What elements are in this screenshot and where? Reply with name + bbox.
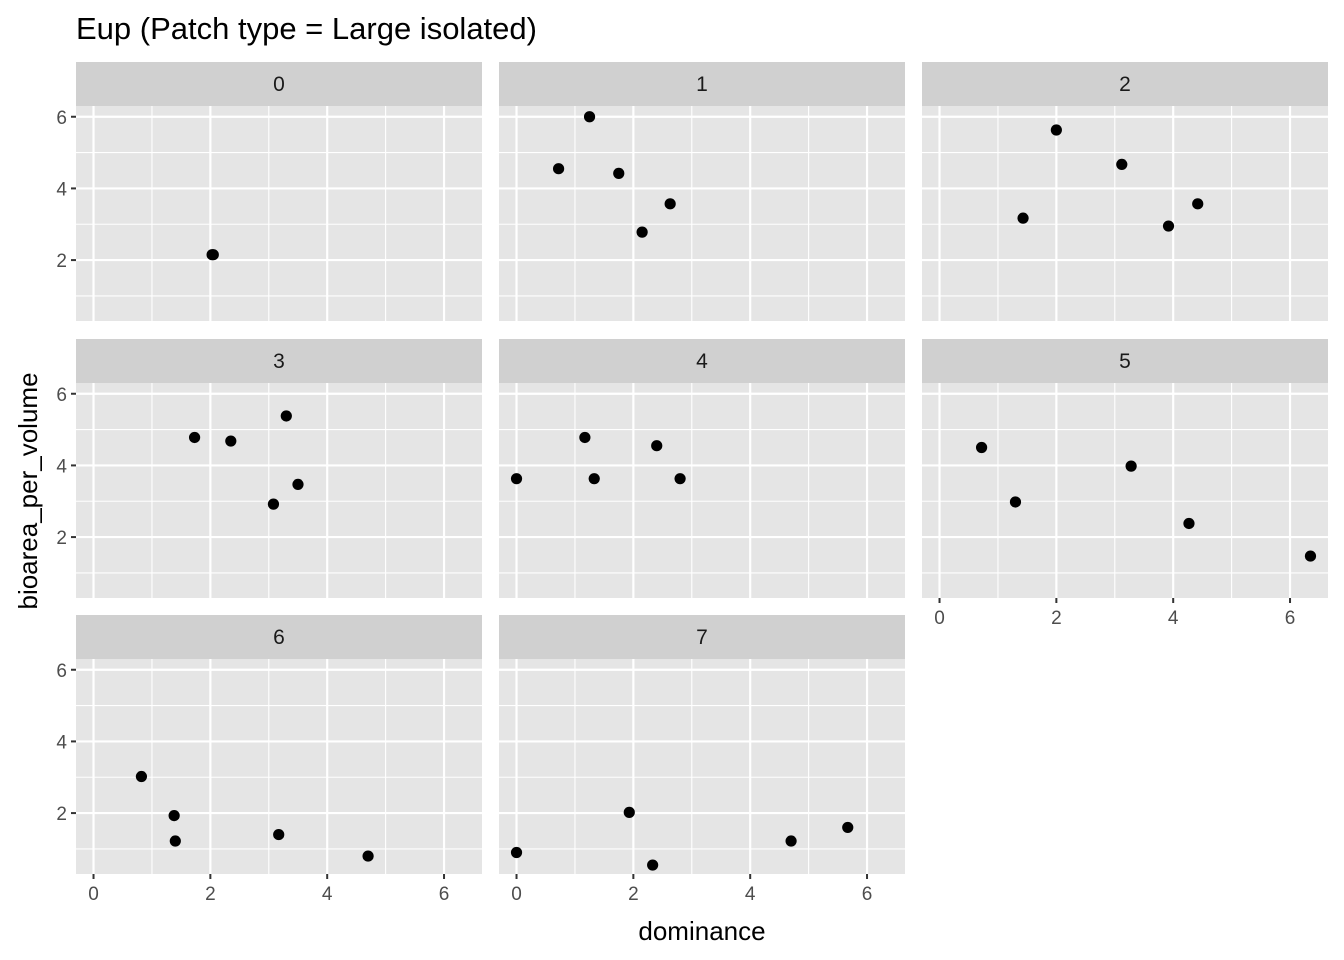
- data-point: [579, 431, 591, 444]
- chart-title: Eup (Patch type = Large isolated): [76, 11, 537, 46]
- data-point: [623, 806, 635, 818]
- facet-panel-1: 1: [499, 62, 905, 321]
- y-tick-label: 6: [56, 385, 67, 406]
- x-tick-label: 2: [1051, 608, 1062, 629]
- x-tick-label: 4: [1168, 608, 1179, 629]
- facet-panel-0: 0 2 4 6: [56, 62, 482, 321]
- facet-panel-5: 5 0 2 4 6: [922, 339, 1328, 629]
- panel-background: [76, 106, 482, 321]
- x-tick-label: 0: [511, 884, 522, 905]
- facet-strip: [922, 339, 1328, 383]
- y-tick-label: 4: [56, 179, 67, 200]
- y-tick-label: 6: [56, 661, 67, 682]
- data-point: [510, 846, 523, 859]
- data-point: [362, 850, 374, 862]
- facet-strip-label: 6: [273, 626, 285, 649]
- facet-strip-label: 0: [273, 73, 285, 96]
- x-axis-title: dominance: [638, 916, 765, 946]
- y-axis-title: bioarea_per_volume: [13, 372, 43, 609]
- facet-strip-label: 3: [273, 350, 285, 373]
- facet-panels: 0 2 4 6 1 2 3 2 4 6 4 5 0 2 4 6 6 2 4 6 0 2 4 6 7 0 2 4 6: [56, 62, 1328, 905]
- x-tick-label: 0: [934, 608, 945, 629]
- y-tick-label: 2: [56, 528, 67, 549]
- data-point: [785, 835, 797, 847]
- facet-strip-label: 7: [696, 626, 708, 649]
- data-point: [1050, 124, 1062, 136]
- y-tick-label: 2: [56, 251, 67, 272]
- facet-strip: [922, 62, 1328, 106]
- facet-panel-3: 3 2 4 6: [56, 339, 482, 598]
- data-point: [552, 163, 565, 175]
- data-point: [588, 473, 600, 485]
- data-point: [674, 473, 686, 485]
- data-point: [273, 828, 285, 841]
- data-point: [188, 431, 201, 444]
- x-tick-label: 2: [205, 884, 216, 905]
- facet-strip: [76, 62, 482, 106]
- facet-strip-label: 2: [1119, 73, 1131, 96]
- data-point: [225, 435, 237, 447]
- facet-panel-4: 4: [499, 339, 905, 598]
- x-tick-label: 2: [628, 884, 639, 905]
- data-point: [280, 410, 292, 422]
- y-tick-label: 6: [56, 108, 67, 129]
- data-point: [583, 111, 596, 123]
- data-point: [207, 249, 219, 261]
- data-point: [168, 809, 180, 822]
- data-point: [1304, 550, 1317, 562]
- data-point: [1017, 212, 1029, 224]
- panel-background: [499, 659, 905, 874]
- facet-panel-7: 7 0 2 4 6: [499, 615, 905, 905]
- facet-strip-label: 5: [1119, 350, 1131, 373]
- data-point: [975, 441, 988, 454]
- x-tick-label: 6: [862, 884, 873, 905]
- x-tick-label: 0: [88, 884, 99, 905]
- y-tick-label: 4: [56, 456, 67, 477]
- data-point: [664, 198, 676, 210]
- data-point: [636, 226, 648, 238]
- facet-strip: [76, 339, 482, 383]
- data-point: [1162, 220, 1175, 232]
- panel-background: [922, 383, 1328, 598]
- data-point: [1183, 517, 1195, 530]
- y-tick-label: 4: [56, 732, 67, 753]
- data-point: [1009, 496, 1022, 508]
- panel-background: [922, 106, 1328, 321]
- data-point: [842, 821, 854, 834]
- x-tick-label: 4: [745, 884, 756, 905]
- data-point: [267, 498, 280, 510]
- facet-panel-2: 2: [922, 62, 1328, 321]
- data-point: [169, 835, 181, 847]
- facet-strip: [499, 339, 905, 383]
- facet-panel-6: 6 2 4 6 0 2 4 6: [56, 615, 482, 905]
- facet-strip: [499, 62, 905, 106]
- data-point: [613, 167, 625, 179]
- data-point: [135, 770, 148, 783]
- panel-background: [499, 106, 905, 321]
- facet-strip: [499, 615, 905, 659]
- facet-strip-label: 4: [696, 350, 708, 373]
- data-point: [647, 859, 659, 871]
- x-tick-label: 6: [1285, 608, 1296, 629]
- facet-strip: [76, 615, 482, 659]
- x-tick-label: 6: [439, 884, 450, 905]
- data-point: [651, 440, 663, 452]
- data-point: [510, 473, 523, 485]
- data-point: [1116, 158, 1128, 171]
- data-point: [292, 478, 304, 491]
- x-tick-label: 4: [322, 884, 333, 905]
- panel-background: [76, 383, 482, 598]
- y-tick-label: 2: [56, 804, 67, 825]
- panel-background: [499, 383, 905, 598]
- data-point: [1192, 198, 1204, 210]
- panel-background: [76, 659, 482, 874]
- data-point: [1125, 460, 1137, 472]
- facet-strip-label: 1: [696, 73, 708, 96]
